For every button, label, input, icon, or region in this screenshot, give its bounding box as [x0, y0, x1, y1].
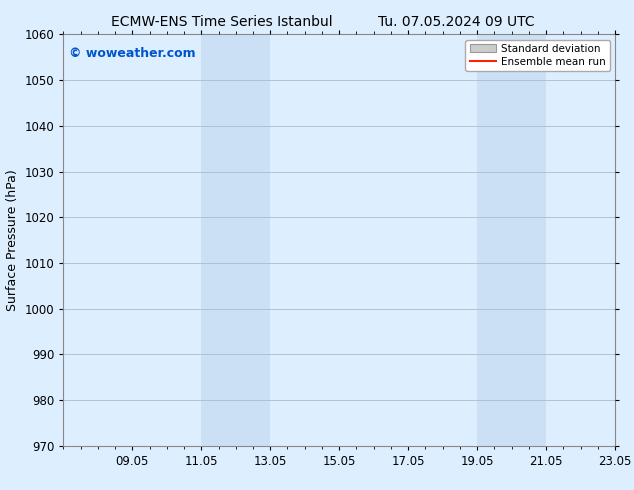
Y-axis label: Surface Pressure (hPa): Surface Pressure (hPa) [6, 169, 19, 311]
Bar [477, 34, 546, 446]
Text: ECMW-ENS Time Series Istanbul: ECMW-ENS Time Series Istanbul [111, 15, 333, 29]
Legend: Standard deviation, Ensemble mean run: Standard deviation, Ensemble mean run [465, 40, 610, 71]
Text: © woweather.com: © woweather.com [69, 47, 195, 60]
Text: Tu. 07.05.2024 09 UTC: Tu. 07.05.2024 09 UTC [378, 15, 535, 29]
Bar [202, 34, 270, 446]
